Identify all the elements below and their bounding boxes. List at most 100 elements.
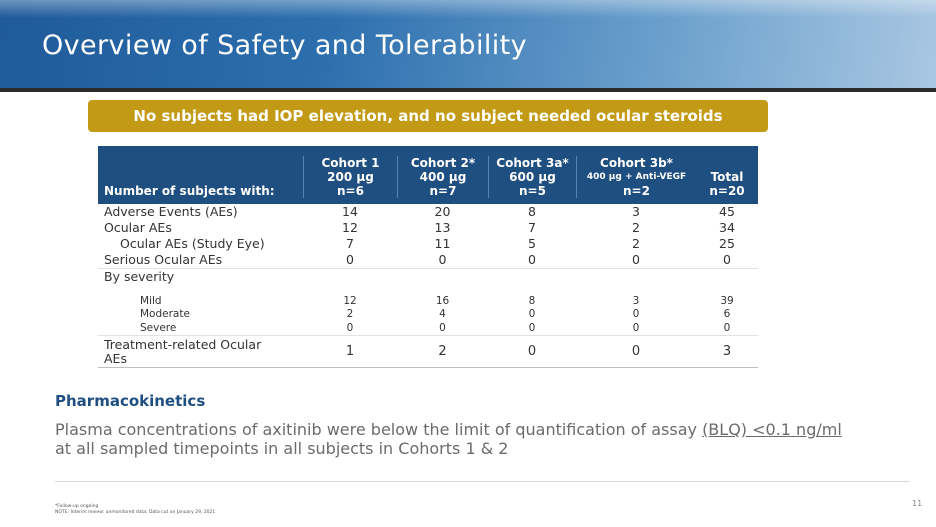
table-cell: 2	[438, 343, 447, 359]
footer-divider	[55, 481, 910, 482]
column-header-line: 400 µg	[419, 170, 467, 184]
table-cell: 12	[343, 294, 357, 307]
table-cell: 45	[719, 204, 735, 219]
severity-values-cohort-2: 16 4 0	[397, 295, 488, 336]
table-cell: 0	[632, 321, 640, 334]
page-title: Overview of Safety and Tolerability	[42, 30, 528, 61]
pharmacokinetics-heading: Pharmacokinetics	[55, 392, 206, 410]
table-cell: 0	[723, 321, 731, 334]
column-header-line: n=5	[519, 184, 546, 198]
table-cell: 25	[719, 236, 735, 251]
table-row: Treatment-related Ocular AEs 1 2 0 0 3	[98, 336, 758, 368]
table-cell: 0	[632, 252, 640, 267]
severity-values-total: 39 6 0	[696, 295, 758, 336]
row-label: Ocular AEs	[104, 220, 172, 235]
severity-group-row: By severity	[98, 268, 758, 284]
pk-text-part: at all sampled timepoints in all subject…	[55, 439, 509, 458]
column-header-line: n=7	[429, 184, 457, 198]
table-cell: 0	[527, 343, 537, 359]
column-header-line: Cohort 1	[321, 156, 380, 170]
table-cell: 3	[632, 204, 640, 219]
table-cell: 4	[439, 308, 446, 320]
pk-text-part: Plasma concentrations of axitinib were b…	[55, 420, 703, 439]
header-shine	[0, 0, 936, 18]
table-cell: 34	[719, 220, 735, 235]
row-header-label: Number of subjects with:	[104, 184, 275, 198]
table-cell: 2	[346, 308, 354, 320]
table-cell: 5	[528, 236, 536, 251]
table-cell: 6	[723, 308, 731, 320]
column-header-line: 200 µg	[327, 170, 374, 184]
table-cell: 0	[631, 343, 641, 359]
table-cell: 7	[346, 236, 354, 251]
severity-label-mild: Mild	[140, 294, 162, 307]
table-cell: 1	[345, 343, 355, 359]
pk-text-underlined: (BLQ) <0.1 ng/ml	[702, 420, 842, 439]
column-header-line: n=2	[623, 184, 650, 198]
severity-values-cohort-3a: 8 0 0	[488, 295, 576, 336]
table-row: Serious Ocular AEs 0 0 0 0 0	[98, 252, 758, 268]
table-cell: 3	[632, 294, 640, 307]
row-label: Adverse Events (AEs)	[104, 204, 238, 219]
safety-table: Number of subjects with: Cohort 1 200 µg…	[98, 146, 758, 368]
table-cell: 3	[722, 343, 732, 359]
table-cell: 0	[528, 321, 536, 334]
footnote-line: NOTE: Interim review: unmonitored data; …	[55, 510, 216, 515]
table-cell: 12	[342, 220, 358, 235]
table-cell: 11	[434, 236, 451, 251]
key-message-banner: No subjects had IOP elevation, and no su…	[88, 100, 768, 132]
row-label: Ocular AEs (Study Eye)	[120, 236, 265, 251]
column-header-line: 400 µg + Anti-VEGF	[586, 172, 687, 182]
severity-label-moderate: Moderate	[140, 308, 190, 320]
column-header-line: n=6	[337, 184, 364, 198]
column-header-line: 600 µg	[509, 170, 556, 184]
table-cell: 20	[434, 204, 451, 219]
table-cell: 0	[528, 308, 536, 320]
table-cell: 39	[720, 294, 734, 307]
row-label: Treatment-related Ocular AEs	[98, 336, 303, 366]
row-label-line: Treatment-related Ocular	[104, 336, 262, 352]
table-cell: 0	[723, 252, 731, 267]
footnote-line: *Follow-up ongoing	[55, 504, 99, 509]
footnotes: *Follow-up ongoing NOTE: Interim review:…	[55, 504, 215, 516]
pharmacokinetics-text: Plasma concentrations of axitinib were b…	[55, 420, 895, 458]
header-rule	[0, 88, 936, 92]
table-cell: 8	[528, 294, 536, 307]
column-header-cohort-1: Cohort 1 200 µg n=6	[303, 156, 397, 198]
table-cell: 0	[438, 252, 447, 267]
row-label: By severity	[104, 268, 175, 284]
table-cell: 13	[434, 220, 451, 235]
column-header-total: Total n=20	[696, 170, 758, 198]
table-cell: 0	[439, 321, 446, 334]
table-header-row: Number of subjects with: Cohort 1 200 µg…	[98, 146, 758, 204]
column-header-line: Cohort 3b*	[600, 156, 673, 170]
table-cell: 14	[342, 204, 358, 219]
table-cell: 7	[528, 220, 536, 235]
column-header-line: n=20	[709, 184, 745, 198]
severity-labels: Mild Moderate Severe	[98, 295, 303, 336]
column-header-cohort-2: Cohort 2* 400 µg n=7	[397, 156, 488, 198]
table-cell: 2	[632, 236, 640, 251]
row-label-line: AEs	[104, 350, 127, 366]
row-label: Serious Ocular AEs	[104, 252, 223, 267]
table-cell: 16	[435, 294, 450, 307]
column-header-cohort-3b: Cohort 3b* 400 µg + Anti-VEGF n=2	[576, 156, 696, 198]
table-cell: 0	[346, 252, 354, 267]
column-header-line: Cohort 2*	[410, 156, 476, 170]
table-cell: 0	[632, 308, 640, 320]
column-header-line: Cohort 3a*	[496, 156, 569, 170]
table-row: Adverse Events (AEs) 14 20 8 3 45	[98, 204, 758, 220]
severity-rows: Mild Moderate Severe 12 2 0 16 4 0 8 0 0…	[98, 284, 758, 336]
table-cell: 0	[528, 252, 536, 267]
page-number: 11	[912, 499, 923, 508]
header-band	[0, 0, 936, 88]
table-cell: 0	[346, 321, 354, 334]
column-header-cohort-3a: Cohort 3a* 600 µg n=5	[488, 156, 576, 198]
table-row: Ocular AEs 12 13 7 2 34	[98, 220, 758, 236]
table-row: Ocular AEs (Study Eye) 7 11 5 2 25	[98, 236, 758, 252]
severity-values-cohort-3b: 3 0 0	[576, 295, 696, 336]
severity-label-severe: Severe	[140, 321, 177, 334]
column-header-line: Total	[710, 170, 744, 184]
severity-values-cohort-1: 12 2 0	[303, 295, 397, 336]
table-cell: 2	[632, 220, 640, 235]
